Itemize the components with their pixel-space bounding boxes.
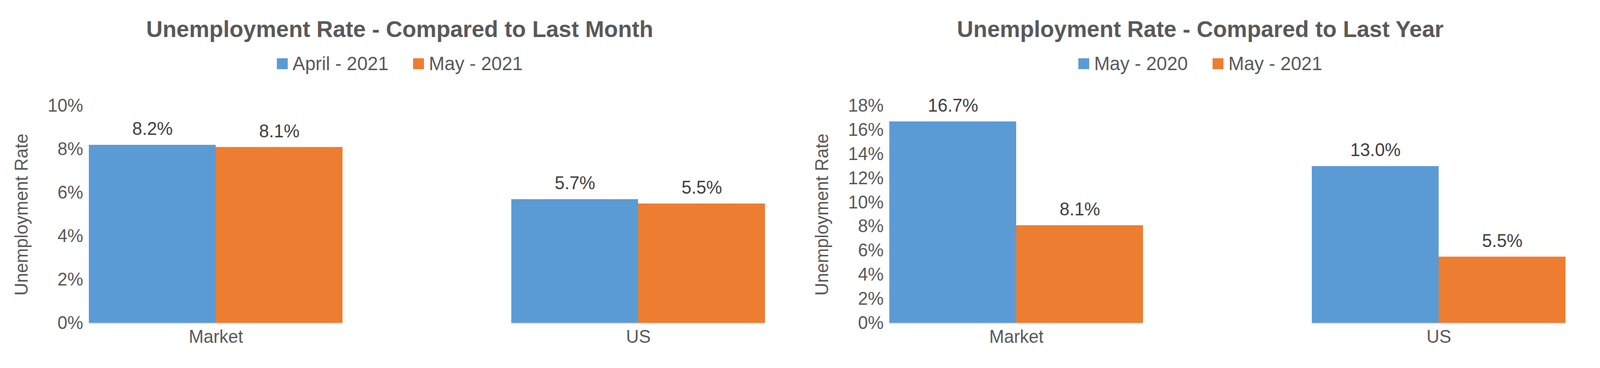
svg-text:16.7%: 16.7% bbox=[927, 95, 979, 116]
svg-text:US: US bbox=[625, 326, 651, 347]
svg-text:Unemployment Rate: Unemployment Rate bbox=[811, 133, 833, 296]
svg-text:5.5%: 5.5% bbox=[681, 177, 723, 198]
svg-text:14%: 14% bbox=[847, 143, 884, 164]
svg-text:Market: Market bbox=[989, 326, 1044, 347]
svg-text:10%: 10% bbox=[47, 95, 83, 116]
svg-text:10%: 10% bbox=[847, 191, 884, 213]
svg-text:8.1%: 8.1% bbox=[259, 120, 300, 142]
svg-text:5.5%: 5.5% bbox=[1482, 230, 1523, 251]
svg-text:0%: 0% bbox=[857, 312, 884, 333]
html-text:April - 2021: April - 2021 bbox=[292, 53, 389, 74]
html-text:Unemployment Rate - Compared t: Unemployment Rate - Compared to Last Mon… bbox=[146, 16, 654, 42]
svg-text:8.2%: 8.2% bbox=[132, 118, 173, 139]
svg-text:4%: 4% bbox=[57, 225, 83, 246]
html-text:May - 2021: May - 2021 bbox=[1228, 53, 1323, 74]
svg-text:16%: 16% bbox=[847, 119, 884, 140]
svg-text:8%: 8% bbox=[57, 138, 83, 159]
svg-text:8%: 8% bbox=[857, 215, 884, 236]
svg-text:6%: 6% bbox=[857, 239, 884, 261]
svg-text:6%: 6% bbox=[57, 182, 83, 203]
html-text:Unemployment Rate - Compared t: Unemployment Rate - Compared to Last Yea… bbox=[956, 16, 1444, 42]
svg-text:18%: 18% bbox=[847, 95, 884, 116]
svg-text:4%: 4% bbox=[857, 264, 884, 285]
svg-text:13.0%: 13.0% bbox=[1350, 139, 1401, 160]
svg-text:2%: 2% bbox=[57, 268, 83, 290]
svg-text:5.7%: 5.7% bbox=[554, 172, 596, 193]
svg-text:0%: 0% bbox=[57, 312, 83, 333]
html-text:May - 2021: May - 2021 bbox=[428, 53, 523, 74]
svg-text:8.1%: 8.1% bbox=[1059, 198, 1101, 220]
svg-text:12%: 12% bbox=[847, 167, 884, 189]
svg-text:Unemployment Rate: Unemployment Rate bbox=[11, 133, 32, 296]
html-text:May - 2020: May - 2020 bbox=[1094, 53, 1188, 74]
svg-text:US: US bbox=[1426, 326, 1451, 347]
svg-text:Market: Market bbox=[188, 326, 243, 347]
svg-text:2%: 2% bbox=[857, 288, 884, 309]
